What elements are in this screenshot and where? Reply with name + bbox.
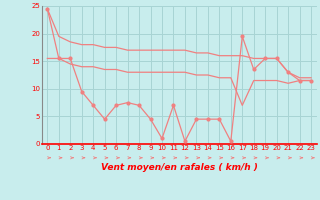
X-axis label: Vent moyen/en rafales ( km/h ): Vent moyen/en rafales ( km/h ) xyxy=(101,162,258,171)
